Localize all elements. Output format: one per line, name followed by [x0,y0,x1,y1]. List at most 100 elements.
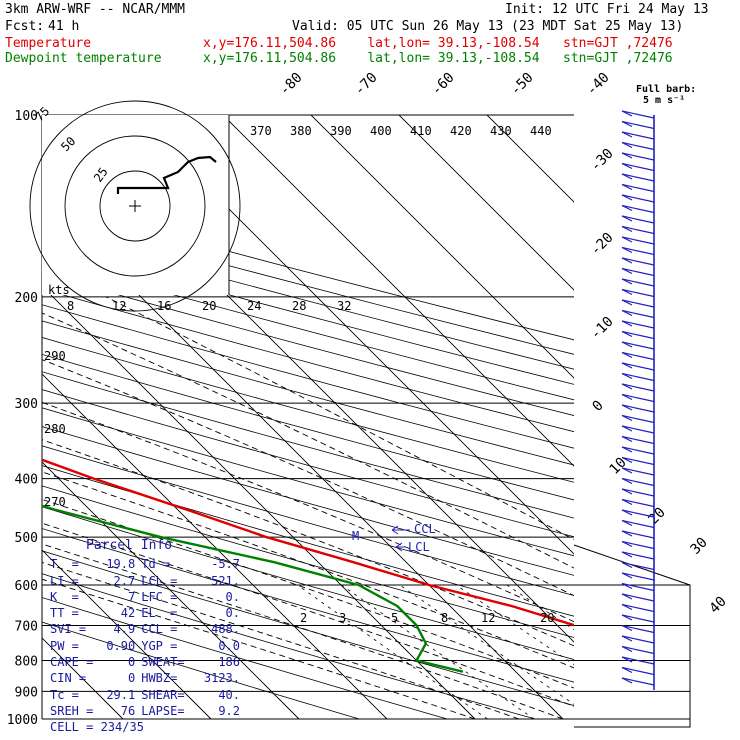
isotherm-label: 0 [590,398,607,415]
wind-barb [621,435,655,445]
pressure-tick-label: 200 [15,291,38,306]
theta-label: 400 [370,124,392,138]
dry-adiabat [42,550,574,706]
dewpoint-legend: Dewpoint temperature [5,51,162,66]
parcel-row: Tc = 29.1 SHEAR= 40. [44,687,240,703]
parcel-key: K = [50,589,79,604]
dewpoint-location: x,y=176.11,504.86 lat,lon= 39.13,-108.54… [203,51,673,66]
parcel-key: LAPSE= [141,703,185,718]
wind-barb [621,456,655,466]
wind-barb [621,320,655,329]
wind-barb [621,120,655,130]
mixing-ratio-label: 2 [300,611,307,625]
dry-adiabat [42,573,536,720]
hodograph-trace [116,155,217,194]
wind-barb [621,467,655,476]
hodograph-ring [99,170,171,242]
wind-barb [621,183,655,193]
parcel-value: 521. [211,573,240,588]
hodograph-ring-label: 25 [91,165,111,185]
wind-barb [621,393,655,403]
wind-barb [621,498,655,508]
wind-barb [621,278,655,287]
annotation-m: M [352,529,359,543]
dry-adiabat [42,353,574,501]
wind-barb [621,162,655,172]
parcel-row: LI = 2.7 LCL = 521. [44,573,240,589]
wind-barb [621,540,655,550]
moist-adiabat [42,561,520,720]
parcel-key: T = [50,557,79,572]
isotherm-label: 30 [688,535,711,558]
parcel-value: 0. [225,606,240,621]
isotherm-line [134,115,574,555]
theta-label: 370 [250,124,272,138]
theta-label: 270 [44,495,66,509]
hodograph-axis-label: 24 [247,299,261,313]
parcel-key: LI = [50,573,79,588]
isotherm-line [222,115,574,467]
isotherm-label: -70 [352,70,381,99]
temperature-curve [42,458,574,627]
parcel-key: LCL = [141,573,178,588]
mixing-ratio-line [399,584,574,705]
dry-adiabat [42,320,574,466]
dry-adiabat [42,597,448,720]
isotherm-label: -20 [588,230,617,259]
wind-barb [621,236,655,245]
wind-barb [621,309,655,319]
dry-adiabat [42,621,360,720]
parcel-value: 0 [127,655,136,670]
temperature-location: x,y=176.11,504.86 lat,lon= 39.13,-108.54… [203,36,673,51]
parcel-info-title: Parcel Info [86,538,173,553]
parcel-value: -5.7 [211,557,240,572]
pressure-tick-label: 400 [15,473,38,488]
mixing-ratio-label: 12 [481,611,495,625]
isotherm-line [42,549,212,720]
parcel-row: SREH = 76 LAPSE= 9.2 [44,703,240,719]
parcel-value: 0.0 [218,638,240,653]
isotherm-label: -30 [588,146,617,175]
wind-barb [621,624,655,634]
theta-label: 420 [450,124,472,138]
dry-adiabat [42,288,574,433]
parcel-value: 2.7 [113,573,136,588]
moist-adiabat [42,498,574,689]
isotherm-label: 40 [707,594,730,617]
lcl-marker [395,542,406,552]
parcel-key: LFC = [141,589,178,604]
wind-barb [621,425,655,434]
annotation-lcl: LCL [408,540,430,554]
dry-adiabat [42,337,574,483]
parcel-value: 42 [120,606,136,621]
wind-barb [621,477,655,487]
parcel-value: 19.8 [106,557,136,572]
hodograph-axis-label: 28 [292,299,306,313]
theta-label: 430 [490,124,512,138]
parcel-row: CIN = 0 HWBZ= 3123. [44,670,240,686]
wind-barb [621,603,655,613]
parcel-key: SWEAT= [141,655,185,670]
theta-label: 280 [44,422,66,436]
parcel-key: HWBZ= [141,671,178,686]
isotherm-line [42,373,388,720]
theta-label: 440 [530,124,552,138]
wind-barb [621,173,655,182]
pressure-tick-label: 1000 [7,713,38,728]
hodograph-axis-label: 20 [202,299,216,313]
wind-barb [621,446,655,455]
dry-adiabat [42,506,574,660]
wind-barb [621,152,655,161]
wind-barb [621,141,655,151]
dry-adiabat [42,445,574,596]
moist-adiabat [42,401,574,623]
plot-border [573,544,691,728]
init-time: Init: 12 UTC Fri 24 May 13 [505,2,709,17]
wind-barb [621,645,655,655]
hodograph-axis-label: 16 [157,299,171,313]
wind-barb [621,351,655,361]
moist-adiabat [42,312,574,569]
theta-label: 410 [410,124,432,138]
dry-adiabat [42,228,574,370]
